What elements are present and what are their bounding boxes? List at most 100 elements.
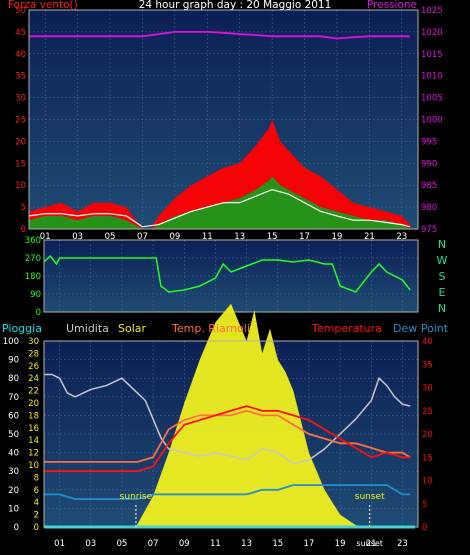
wind-y-tick: 45 bbox=[15, 28, 26, 38]
wind-y-tick: 10 bbox=[15, 181, 26, 191]
pressure-y-tick: 1000 bbox=[421, 116, 443, 126]
solar-y-tick: 8 bbox=[34, 473, 39, 483]
solar-y-tick: 22 bbox=[28, 387, 39, 397]
wind-gust-area bbox=[29, 119, 410, 229]
temp-x-tick: 07 bbox=[148, 539, 159, 549]
solar-y-tick: 26 bbox=[28, 362, 39, 372]
pressure-y-tick: 985 bbox=[421, 181, 437, 191]
humidity-y-tick: 30 bbox=[8, 467, 19, 477]
wind-x-tick: 05 bbox=[105, 232, 116, 242]
humidity-y-tick: 40 bbox=[8, 449, 19, 459]
solar-y-tick: 16 bbox=[28, 424, 39, 434]
wind-y-tick: 30 bbox=[15, 94, 26, 104]
temp-x-tick: 01 bbox=[54, 539, 65, 549]
solar-y-tick: 24 bbox=[28, 374, 39, 384]
solar-y-tick: 18 bbox=[28, 411, 39, 421]
pressure-y-tick: 1010 bbox=[421, 72, 443, 82]
direction-line bbox=[43, 254, 411, 293]
legend-rain: Pioggia bbox=[2, 322, 42, 335]
humidity-y-tick: 10 bbox=[8, 504, 19, 514]
temp-x-tick: 19 bbox=[335, 539, 346, 549]
humidity-y-tick: 20 bbox=[8, 486, 19, 496]
wind-y-tick: 35 bbox=[15, 72, 26, 82]
wind-x-tick: 19 bbox=[332, 232, 343, 242]
cardinal-label: N bbox=[438, 238, 446, 251]
temp-tick-labels: 0102030405060708090100024681012141618202… bbox=[3, 337, 433, 549]
direction-plot-area bbox=[44, 240, 418, 312]
wind-x-tick: 13 bbox=[234, 232, 245, 242]
direction-y-tick: 270 bbox=[25, 254, 41, 264]
temp-y-tick: 15 bbox=[422, 453, 433, 463]
solar-y-tick: 28 bbox=[28, 349, 39, 359]
temp-x-tick: 15 bbox=[272, 539, 283, 549]
dew-point-line bbox=[44, 484, 411, 501]
solar-y-tick: 20 bbox=[28, 399, 39, 409]
cardinal-label: E bbox=[439, 286, 446, 299]
chart-title: 24 hour graph day : 20 Maggio 2011 bbox=[139, 0, 332, 11]
wind-x-tick: 21 bbox=[364, 232, 375, 242]
wind-trend-line bbox=[28, 188, 411, 228]
temp-plot-frame bbox=[43, 340, 419, 528]
pressure-label: Pressione bbox=[367, 0, 417, 11]
wind-y-tick: 0 bbox=[21, 225, 26, 235]
temp-y-tick: 30 bbox=[422, 384, 433, 394]
temp-x-tick: 11 bbox=[210, 539, 221, 549]
humidity-y-tick: 100 bbox=[3, 337, 19, 347]
sunrise-label: sunrise bbox=[120, 492, 153, 502]
wind-avg-area bbox=[29, 176, 410, 229]
solar-y-tick: 10 bbox=[28, 461, 39, 471]
pressure-line bbox=[29, 30, 410, 40]
temp-y-tick: 5 bbox=[422, 500, 427, 510]
solar-y-tick: 6 bbox=[34, 486, 39, 496]
temp-x-tick: 21 bbox=[366, 539, 377, 549]
wind-y-tick: 20 bbox=[15, 137, 26, 147]
pressure-y-tick: 980 bbox=[421, 203, 437, 213]
temp-x-tick: 13 bbox=[241, 539, 252, 549]
humidity-line bbox=[44, 373, 411, 465]
legend-temperature: Temperatura bbox=[311, 322, 382, 335]
wind-x-tick: 01 bbox=[40, 232, 51, 242]
pressure-y-tick: 995 bbox=[421, 137, 437, 147]
wind-marks bbox=[28, 30, 411, 229]
pressure-y-tick: 1020 bbox=[421, 28, 443, 38]
solar-y-tick: 4 bbox=[34, 498, 39, 508]
temp-y-tick: 10 bbox=[422, 477, 433, 487]
direction-marks bbox=[43, 254, 411, 293]
solar-y-tick: 2 bbox=[34, 511, 39, 521]
direction-y-tick: 90 bbox=[30, 290, 41, 300]
wind-x-tick: 23 bbox=[396, 232, 407, 242]
sunset-label: sunset bbox=[355, 492, 385, 502]
temp-y-tick: 40 bbox=[422, 337, 433, 347]
cardinal-label: N bbox=[438, 302, 446, 315]
cardinal-label: W bbox=[437, 254, 448, 267]
wind-x-tick: 17 bbox=[299, 232, 310, 242]
wind-y-tick: 5 bbox=[21, 203, 26, 213]
legend-temp-riarnoli: Temp. Riarnoli bbox=[171, 322, 250, 335]
direction-grid bbox=[44, 239, 418, 313]
direction-y-tick: 0 bbox=[36, 308, 41, 318]
temp-x-tick: 17 bbox=[304, 539, 315, 549]
temp-x-tick: 23 bbox=[397, 539, 408, 549]
wind-x-tick: 03 bbox=[72, 232, 83, 242]
humidity-y-tick: 60 bbox=[8, 411, 19, 421]
direction-y-tick: 360 bbox=[25, 236, 41, 246]
wind-left-label: Forza vento() bbox=[8, 0, 78, 11]
pressure-y-tick: 1015 bbox=[421, 50, 443, 60]
temp-x-tick: 05 bbox=[117, 539, 128, 549]
pressure-y-tick: 990 bbox=[421, 159, 437, 169]
wind-y-tick: 40 bbox=[15, 50, 26, 60]
wind-plot-frame bbox=[28, 9, 419, 230]
pressure-y-tick: 1005 bbox=[421, 94, 443, 104]
solar-area bbox=[135, 303, 370, 527]
wind-x-tick: 15 bbox=[267, 232, 278, 242]
pressure-y-tick: 1025 bbox=[421, 6, 443, 16]
legend-solar: Solar bbox=[118, 322, 147, 335]
humidity-y-tick: 80 bbox=[8, 374, 19, 384]
wind-pressure-panel: Forza vento() 24 hour graph day : 20 Mag… bbox=[8, 0, 443, 242]
wind-x-tick: 09 bbox=[169, 232, 180, 242]
wind-tick-labels: 0510152025303540455097598098599099510001… bbox=[15, 6, 442, 242]
solar-y-tick: 14 bbox=[28, 436, 39, 446]
